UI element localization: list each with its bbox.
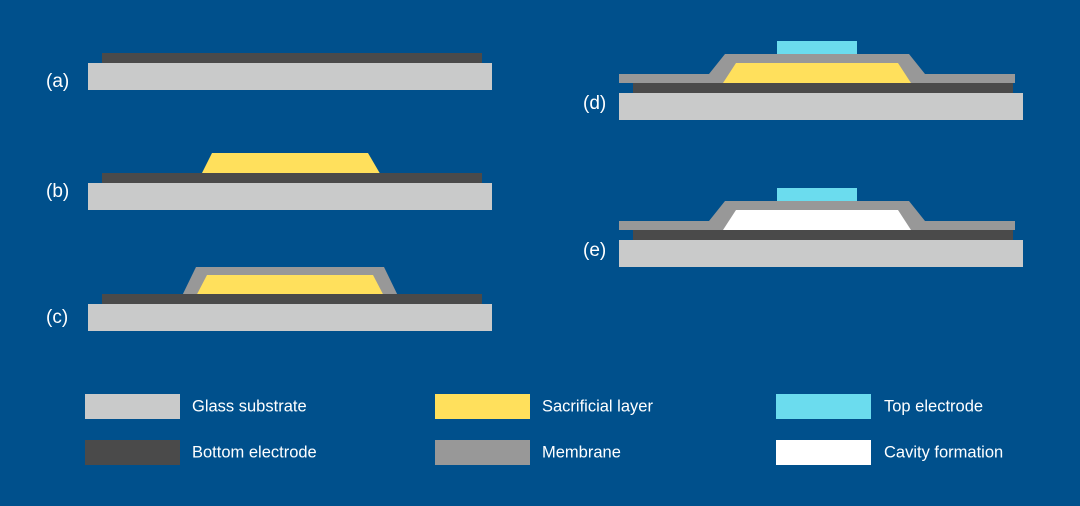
legend-swatch-cavity-formation	[776, 440, 871, 465]
panel-c-sacrificial-layer	[194, 275, 386, 300]
panel-d-bottom-electrode	[633, 83, 1013, 93]
panel-d-top-electrode	[777, 41, 857, 54]
legend-item-glass-substrate: Glass substrate	[85, 394, 307, 419]
legend-label-glass-substrate: Glass substrate	[192, 397, 307, 415]
panel-e-glass-substrate	[619, 240, 1023, 267]
panel-e-bottom-electrode	[633, 230, 1013, 240]
panel-b-glass-substrate	[88, 183, 492, 210]
panel-e-label: (e)	[583, 240, 606, 261]
panel-b-sacrificial-layer	[200, 153, 382, 177]
legend: Glass substrate Bottom electrode Sacrifi…	[85, 394, 1003, 465]
legend-label-sacrificial-layer: Sacrificial layer	[542, 397, 653, 415]
legend-item-cavity-formation: Cavity formation	[776, 440, 1003, 465]
panel-c-glass-substrate	[88, 304, 492, 331]
panel-c-bottom-electrode	[102, 294, 482, 304]
legend-swatch-membrane	[435, 440, 530, 465]
panel-a: (a)	[46, 53, 492, 92]
legend-item-bottom-electrode: Bottom electrode	[85, 440, 317, 465]
legend-swatch-sacrificial-layer	[435, 394, 530, 419]
panel-b: (b)	[46, 153, 492, 210]
panel-e: (e)	[583, 188, 1023, 267]
legend-swatch-glass-substrate	[85, 394, 180, 419]
legend-label-bottom-electrode: Bottom electrode	[192, 443, 317, 461]
legend-label-membrane: Membrane	[542, 443, 621, 461]
legend-item-membrane: Membrane	[435, 440, 621, 465]
panel-e-cavity	[723, 210, 911, 230]
legend-swatch-top-electrode	[776, 394, 871, 419]
legend-item-top-electrode: Top electrode	[776, 394, 983, 419]
panel-d-glass-substrate	[619, 93, 1023, 120]
panel-d-sacrificial-layer	[723, 63, 911, 83]
legend-item-sacrificial-layer: Sacrificial layer	[435, 394, 653, 419]
panel-d: (d)	[583, 41, 1023, 120]
panel-c-label: (c)	[46, 307, 68, 328]
panel-e-top-electrode	[777, 188, 857, 201]
panel-a-glass-substrate	[88, 63, 492, 90]
panel-b-label: (b)	[46, 181, 69, 202]
legend-label-top-electrode: Top electrode	[884, 397, 983, 415]
panel-a-bottom-electrode	[102, 53, 482, 63]
legend-label-cavity-formation: Cavity formation	[884, 443, 1003, 461]
panel-b-bottom-electrode	[102, 173, 482, 183]
panel-d-label: (d)	[583, 93, 606, 114]
panel-c: (c)	[46, 267, 492, 331]
legend-swatch-bottom-electrode	[85, 440, 180, 465]
panel-a-label: (a)	[46, 71, 69, 92]
